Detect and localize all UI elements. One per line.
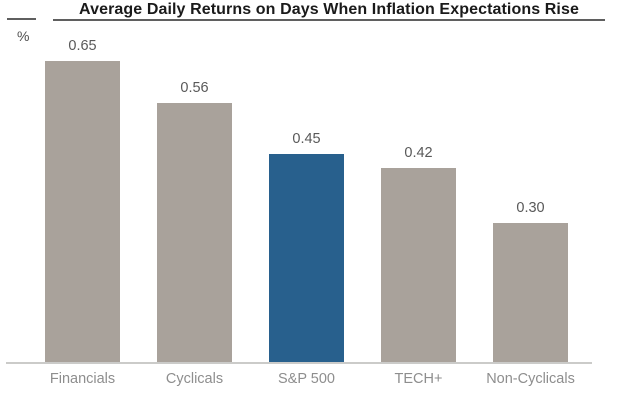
- bar-category-label: Non-Cyclicals: [486, 371, 575, 387]
- bar-category-label: Financials: [49, 371, 116, 387]
- bar-value-label: 0.45: [292, 131, 321, 147]
- x-axis-line: [6, 362, 592, 364]
- bar-rect: [269, 154, 344, 362]
- bar-value-label: 0.56: [180, 80, 209, 96]
- bar-value-label: 0.30: [516, 200, 545, 216]
- bar-value-label: 0.42: [404, 145, 433, 161]
- bar-column: 0.56 Cyclicals: [157, 80, 232, 393]
- axis-rule-dash: [7, 18, 36, 20]
- bar-category-label: S&P 500: [278, 371, 335, 387]
- bar-rect: [381, 168, 456, 362]
- bar-rect: [45, 61, 120, 362]
- chart-title: Average Daily Returns on Days When Infla…: [79, 1, 579, 18]
- bar-column: 0.65 Financials: [45, 38, 120, 393]
- bar-column: 0.45 S&P 500: [269, 131, 344, 393]
- y-axis-unit-label: %: [17, 28, 30, 44]
- bars: 0.65 Financials 0.56 Cyclicals 0.45 S&P 500 0.…: [45, 30, 575, 393]
- bar-rect: [157, 103, 232, 362]
- bar-column: 0.42 TECH+: [381, 145, 456, 393]
- bar-category-label: TECH+: [394, 371, 443, 387]
- bar-category-label: Cyclicals: [165, 371, 224, 387]
- bar-rect: [493, 223, 568, 362]
- bar-value-label: 0.65: [68, 38, 97, 54]
- title-underline: [53, 19, 605, 21]
- bar-column: 0.30 Non-Cyclicals: [486, 200, 575, 393]
